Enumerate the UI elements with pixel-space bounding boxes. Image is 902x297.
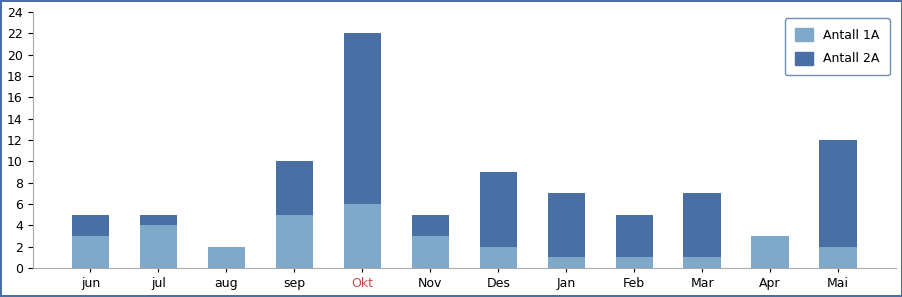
Bar	[344, 33, 381, 204]
Bar	[479, 247, 517, 268]
Bar	[344, 204, 381, 268]
Bar	[818, 247, 856, 268]
Bar	[479, 172, 517, 247]
Bar	[140, 215, 177, 225]
Bar	[615, 257, 652, 268]
Bar	[683, 257, 720, 268]
Bar	[72, 215, 109, 236]
Bar	[818, 140, 856, 247]
Bar	[615, 215, 652, 257]
Legend: Antall 1A, Antall 2A: Antall 1A, Antall 2A	[784, 18, 888, 75]
Bar	[140, 225, 177, 268]
Bar	[411, 215, 448, 236]
Bar	[275, 215, 313, 268]
Bar	[750, 236, 788, 268]
Bar	[207, 247, 244, 268]
Bar	[683, 193, 720, 257]
Bar	[411, 236, 448, 268]
Bar	[275, 161, 313, 215]
Bar	[547, 257, 584, 268]
Bar	[72, 236, 109, 268]
Bar	[547, 193, 584, 257]
